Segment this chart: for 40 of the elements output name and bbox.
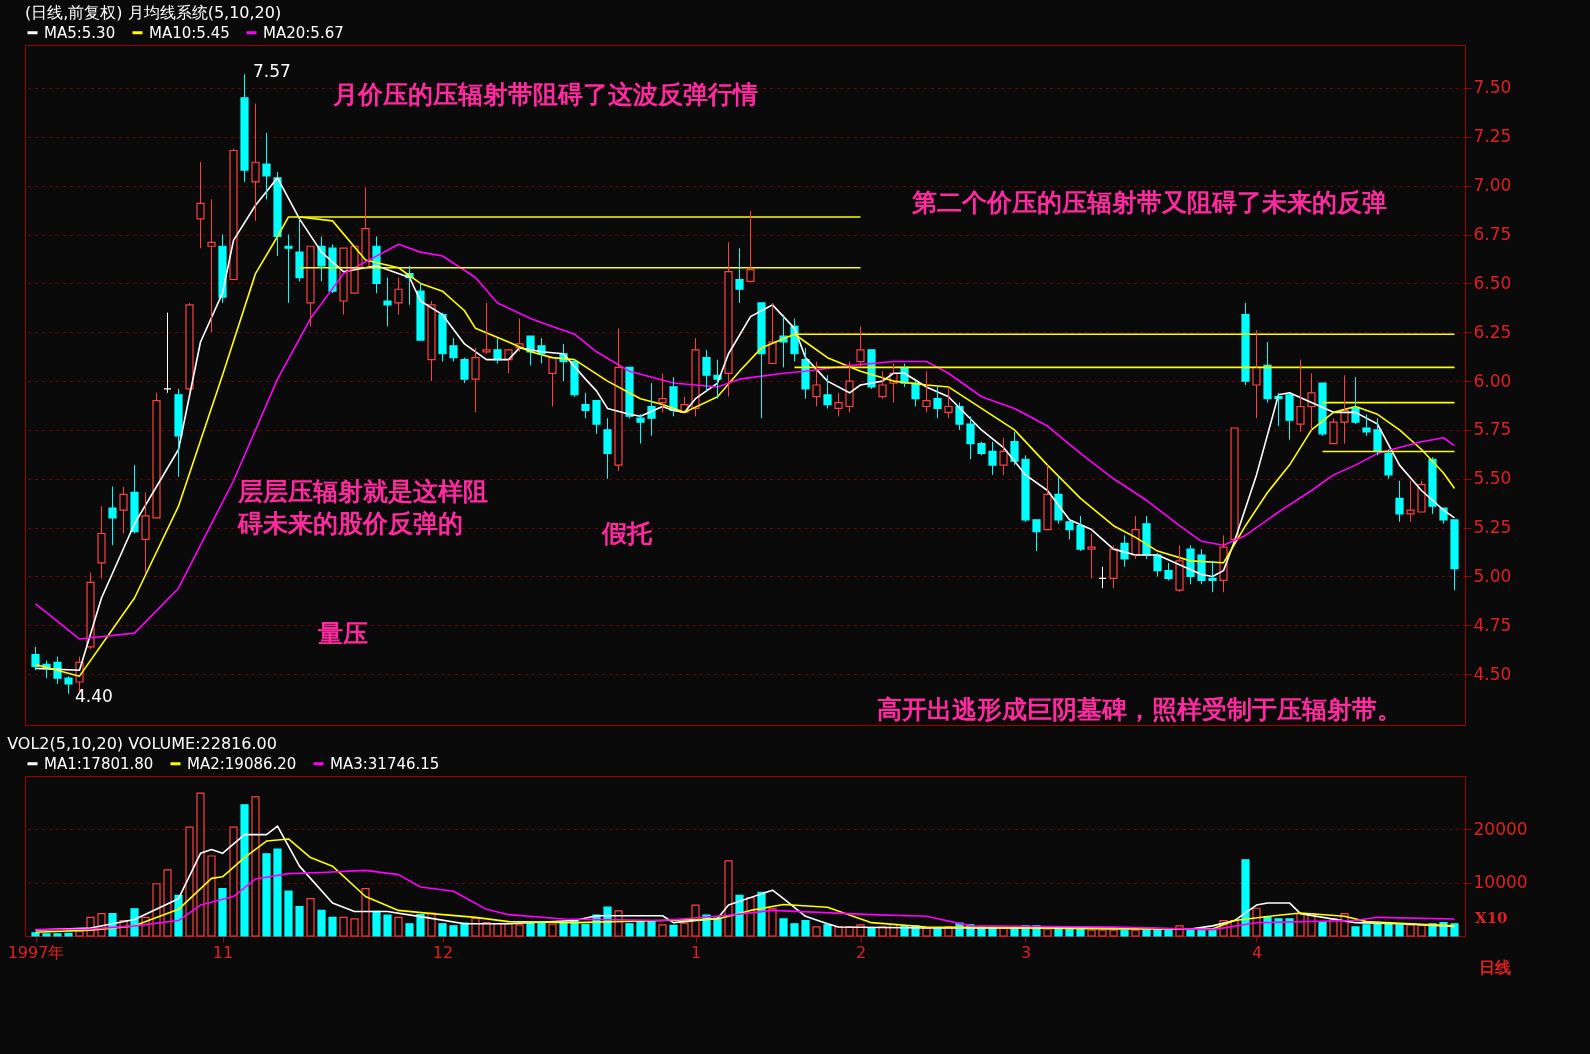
- y-tick-label: 20000: [1473, 818, 1528, 839]
- y-tick-label: 6.00: [1473, 370, 1512, 391]
- y-tick-label: 7.50: [1473, 77, 1512, 98]
- y-tick-label: 4.50: [1473, 663, 1512, 684]
- y-tick-label: 5.25: [1473, 517, 1512, 538]
- y-tick-label: 7.00: [1473, 175, 1512, 196]
- y-tick-label: 6.25: [1473, 321, 1512, 342]
- y-tick-label: 6.75: [1473, 224, 1512, 245]
- annotation: 层层压辐射就是这样阻碍未来的股价反弹的: [237, 477, 488, 538]
- x-tick-label: 3: [1020, 942, 1032, 962]
- y-tick-label: 6.50: [1473, 272, 1512, 293]
- legend-label: MA1:17801.80: [44, 754, 154, 773]
- annotation: 量压: [317, 619, 368, 648]
- text: 日线: [1479, 958, 1511, 977]
- x-tick-label: 1997年: [7, 942, 65, 962]
- legend-label: MA3:31746.15: [330, 754, 440, 773]
- y-tick-label: 5.75: [1473, 419, 1512, 440]
- y-tick-label: 5.00: [1473, 565, 1512, 586]
- chart-title: VOL2(5,10,20) VOLUME:22816.00: [7, 734, 277, 753]
- chart-title: (日线,前复权) 月均线系统(5,10,20): [25, 3, 282, 22]
- text: X10: [1475, 909, 1508, 927]
- legend-label: MA2:19086.20: [187, 754, 297, 773]
- annotation: 月价压的压辐射带阻碍了这波反弹行情: [332, 80, 758, 109]
- x-tick-label: 11: [212, 942, 234, 962]
- y-tick-label: 7.25: [1473, 126, 1512, 147]
- y-tick-label: 5.50: [1473, 468, 1512, 489]
- annotation: 假托: [601, 519, 653, 548]
- annotation: 4.40: [75, 686, 113, 706]
- legend-label: MA20:5.67: [263, 23, 344, 42]
- legend-label: MA10:5.45: [149, 23, 230, 42]
- legend-label: MA5:5.30: [44, 23, 116, 42]
- x-tick-label: 4: [1251, 942, 1263, 962]
- x-tick-label: 1: [690, 942, 702, 962]
- annotation: 第二个价压的压辐射带又阻碍了未来的反弹: [911, 188, 1387, 217]
- y-tick-label: 4.75: [1473, 614, 1512, 635]
- annotation: 高开出逃形成巨阴墓碑，照样受制于压辐射带。: [877, 695, 1402, 724]
- x-tick-label: 12: [432, 942, 454, 962]
- annotation: 7.57: [253, 61, 291, 81]
- x-tick-label: 2: [855, 942, 867, 962]
- y-tick-label: 10000: [1473, 872, 1528, 893]
